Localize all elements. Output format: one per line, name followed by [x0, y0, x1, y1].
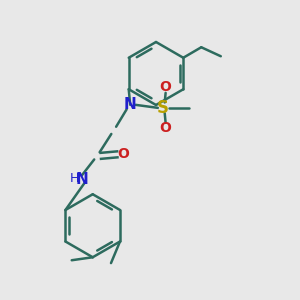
- Text: S: S: [157, 99, 169, 117]
- Text: O: O: [117, 147, 129, 161]
- Text: O: O: [160, 80, 172, 94]
- Text: H: H: [70, 172, 80, 185]
- Text: O: O: [160, 121, 172, 135]
- Text: N: N: [75, 172, 88, 187]
- Text: N: N: [124, 97, 136, 112]
